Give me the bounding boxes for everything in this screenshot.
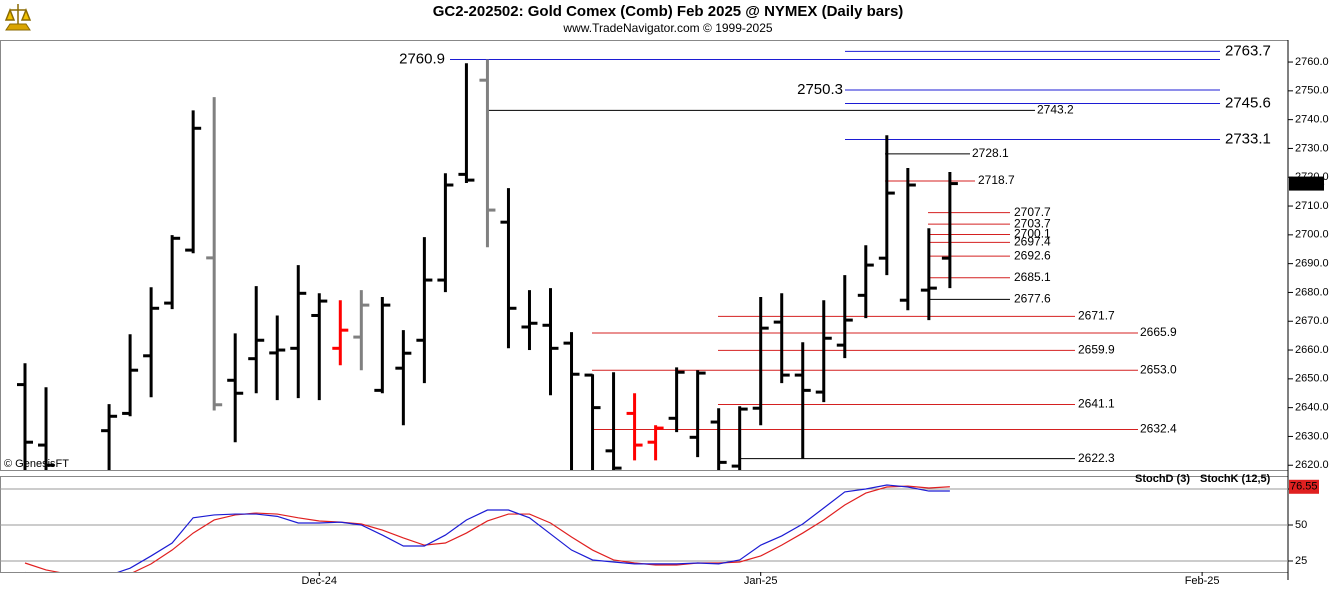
y-tick-label: 2680.0: [1295, 286, 1329, 298]
level-label: 2707.7: [1014, 205, 1051, 219]
y-tick-label: 2740.0: [1295, 114, 1329, 126]
level-label: 2685.1: [1014, 270, 1051, 284]
y-tick-label: 2690.0: [1295, 258, 1329, 270]
stoch-line: [25, 484, 950, 572]
x-tick-label: Jan-25: [744, 575, 778, 587]
chart-subtitle: www.TradeNavigator.com © 1999-2025: [562, 21, 772, 35]
level-label: 2733.1: [1225, 130, 1271, 147]
level-label: 2760.9: [399, 50, 445, 67]
x-tick-label: Dec-24: [302, 575, 337, 587]
legend-entry: StochK (12,5): [1200, 473, 1271, 485]
y-tick-label: 2700.0: [1295, 229, 1329, 241]
y-tick-label: 2620.0: [1295, 459, 1329, 471]
level-label: 2677.6: [1014, 292, 1051, 306]
level-label: 2671.7: [1078, 309, 1115, 323]
y-tick-label: 2630.0: [1295, 430, 1329, 442]
stoch-plot: [0, 484, 1288, 572]
last-stoch: 76.55: [1290, 481, 1318, 493]
logo: [4, 4, 32, 31]
annotation: © GenesisFT: [4, 458, 69, 470]
y-tick-label: 2710.0: [1295, 200, 1329, 212]
level-label: 2703.7: [1014, 216, 1051, 230]
level-label: 2728.1: [972, 146, 1009, 160]
level-label: 2718.7: [978, 173, 1015, 187]
y-tick-label: 2750.0: [1295, 85, 1329, 97]
price-plot: [17, 50, 1220, 470]
level-label: 2750.3: [797, 81, 843, 98]
level-label: 2697.4: [1014, 234, 1051, 248]
level-label: 2745.6: [1225, 94, 1271, 111]
y-tick-label: 2730.0: [1295, 142, 1329, 154]
level-label: 2659.9: [1078, 342, 1115, 356]
level-label: 2763.7: [1225, 42, 1271, 59]
level-label: 2743.2: [1037, 103, 1074, 117]
stoch-line: [24, 485, 950, 572]
legend-entry: StochD (3): [1135, 473, 1190, 485]
y-tick-label: 2670.0: [1295, 315, 1329, 327]
x-tick-label: Feb-25: [1185, 575, 1220, 587]
y-tick-label: 2650.0: [1295, 373, 1329, 385]
last-price-box: [1289, 176, 1324, 191]
level-label: 2653.0: [1140, 362, 1177, 376]
last-price: 2717.8: [1291, 177, 1325, 189]
level-label: 2632.4: [1140, 422, 1177, 436]
y-tick-label: 2640.0: [1295, 402, 1329, 414]
level-label: 2665.9: [1140, 325, 1177, 339]
level-label: 2692.6: [1014, 248, 1051, 262]
y-tick-label: 50: [1295, 519, 1307, 531]
level-label: 2641.1: [1078, 397, 1115, 411]
level-label: 2700.1: [1014, 227, 1051, 241]
y-tick-label: 2760.0: [1295, 56, 1329, 68]
y-tick-label: 2660.0: [1295, 344, 1329, 356]
last-stoch-box: [1289, 479, 1319, 494]
level-label: 2622.3: [1078, 451, 1115, 465]
y-tick-label: 25: [1295, 555, 1307, 567]
chart-title: GC2-202502: Gold Comex (Comb) Feb 2025 @…: [433, 3, 904, 20]
